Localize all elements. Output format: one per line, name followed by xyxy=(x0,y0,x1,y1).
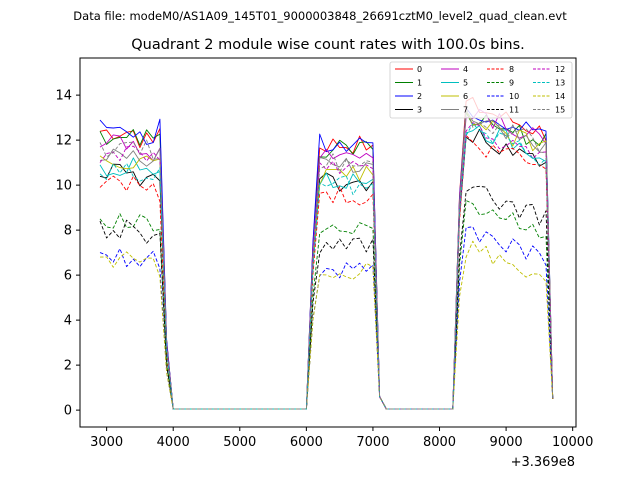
legend-label-13: 13 xyxy=(555,79,565,88)
legend-label-8: 8 xyxy=(509,65,514,74)
legend-label-15: 15 xyxy=(555,106,565,115)
legend-label-10: 10 xyxy=(509,92,519,101)
legend-label-11: 11 xyxy=(509,106,519,115)
legend-label-1: 1 xyxy=(417,79,422,88)
legend-label-14: 14 xyxy=(555,92,565,101)
y-tick-label: 4 xyxy=(64,314,72,329)
chart-title: Quadrant 2 module wise count rates with … xyxy=(131,37,525,53)
x-tick-label: 5000 xyxy=(223,435,256,450)
x-tick-label: 7000 xyxy=(356,435,389,450)
y-tick-label: 2 xyxy=(64,359,72,374)
data-file-label: Data file: modeM0/AS1A09_145T01_90000038… xyxy=(73,9,567,23)
series-line-15 xyxy=(99,105,554,410)
series-layer xyxy=(99,96,554,410)
y-tick-label: 10 xyxy=(55,179,72,194)
y-tick-label: 6 xyxy=(64,269,72,284)
y-tick-label: 12 xyxy=(55,134,72,149)
x-tick-label: 8000 xyxy=(423,435,456,450)
x-tick-label: 6000 xyxy=(290,435,323,450)
legend-label-4: 4 xyxy=(463,65,468,74)
y-tick-label: 0 xyxy=(64,404,72,419)
legend-label-7: 7 xyxy=(463,106,468,115)
legend-box xyxy=(389,61,573,119)
legend-label-5: 5 xyxy=(463,79,468,88)
axes-frame xyxy=(79,57,577,428)
y-tick-label: 14 xyxy=(55,89,72,104)
x-axis: 3000 4000 5000 6000 7000 8000 9000 10000 xyxy=(90,427,593,450)
legend-label-6: 6 xyxy=(463,92,468,101)
x-tick-label: 9000 xyxy=(490,435,523,450)
x-offset-label: +3.369e8 xyxy=(511,455,575,470)
y-tick-label: 8 xyxy=(64,224,72,239)
x-tick-label: 3000 xyxy=(90,435,123,450)
legend-label-3: 3 xyxy=(417,106,422,115)
legend-label-0: 0 xyxy=(417,65,422,74)
legend-label-2: 2 xyxy=(417,92,422,101)
legend-label-9: 9 xyxy=(509,79,514,88)
y-axis: 0 2 4 6 8 10 12 14 xyxy=(55,89,80,419)
series-line-9 xyxy=(99,200,554,410)
series-line-8 xyxy=(99,134,554,410)
x-tick-label: 10000 xyxy=(552,435,593,450)
legend-label-12: 12 xyxy=(555,65,565,74)
x-tick-label: 4000 xyxy=(157,435,190,450)
